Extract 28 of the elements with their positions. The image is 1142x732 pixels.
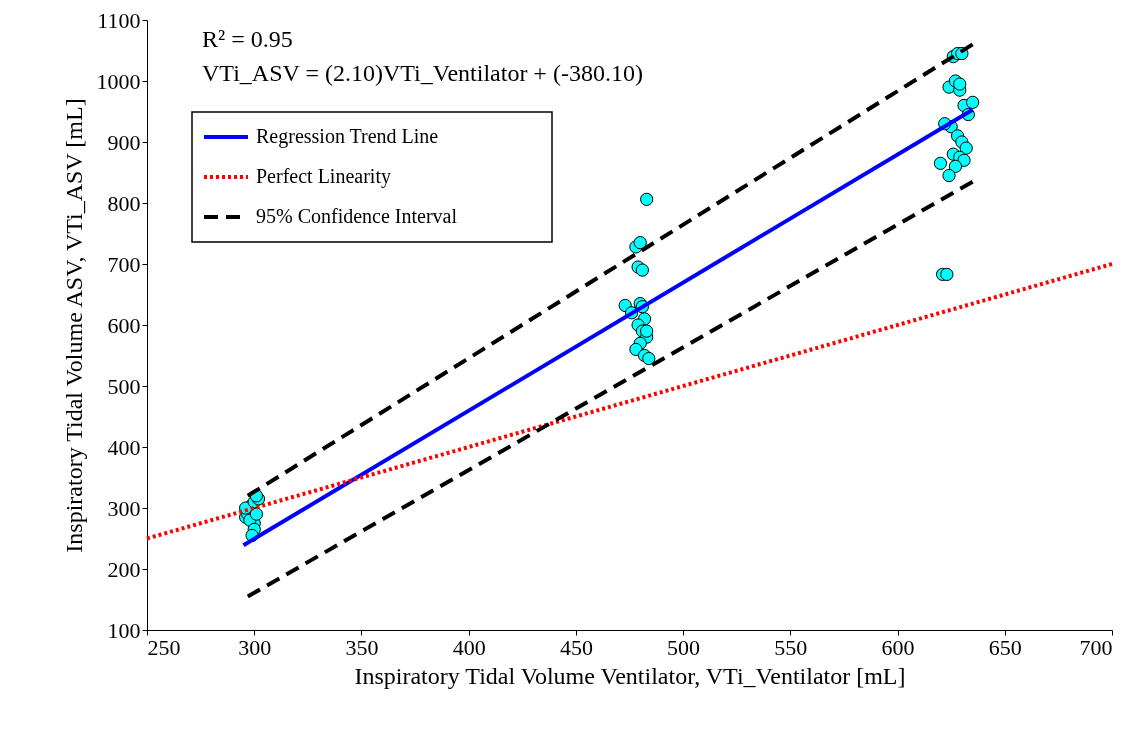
y-tick-label: 100 [107,617,141,643]
annotation: VTi_ASV = (2.10)VTi_Ventilator + (-380.10) [202,60,643,86]
y-axis-title: Inspiratory Tidal Volume ASV, VTi_ASV [mL] [60,98,87,553]
x-tick-label: 500 [667,634,701,660]
x-axis-title: Inspiratory Tidal Volume Ventilator, VTi_Ventilator [mL] [354,662,906,689]
x-tick-label: 650 [988,634,1022,660]
annotation: R² = 0.95 [202,26,293,52]
legend-label: Perfect Linearity [256,165,391,188]
x-tick-label: 550 [774,634,808,660]
x-tick-label: 700 [1079,634,1113,660]
legend-label: 95% Confidence Interval [256,205,458,227]
y-tick-label: 400 [107,434,141,460]
y-tick-label: 1100 [97,7,141,33]
y-tick-label: 500 [107,373,141,399]
y-tick-label: 800 [107,190,141,216]
y-tick-label: 600 [107,312,141,338]
x-tick-label: 400 [452,634,486,660]
x-tick-label: 600 [881,634,915,660]
y-tick-label: 1000 [96,68,141,94]
y-tick-label: 700 [107,251,141,277]
y-tick-label: 300 [107,495,141,521]
x-tick-label: 250 [147,634,181,660]
x-tick-label: 350 [345,634,379,660]
x-tick-label: 300 [238,634,272,660]
legend-label: Regression Trend Line [256,125,439,148]
y-tick-label: 900 [107,129,141,155]
y-tick-label: 200 [107,556,141,582]
x-tick-label: 450 [559,634,593,660]
